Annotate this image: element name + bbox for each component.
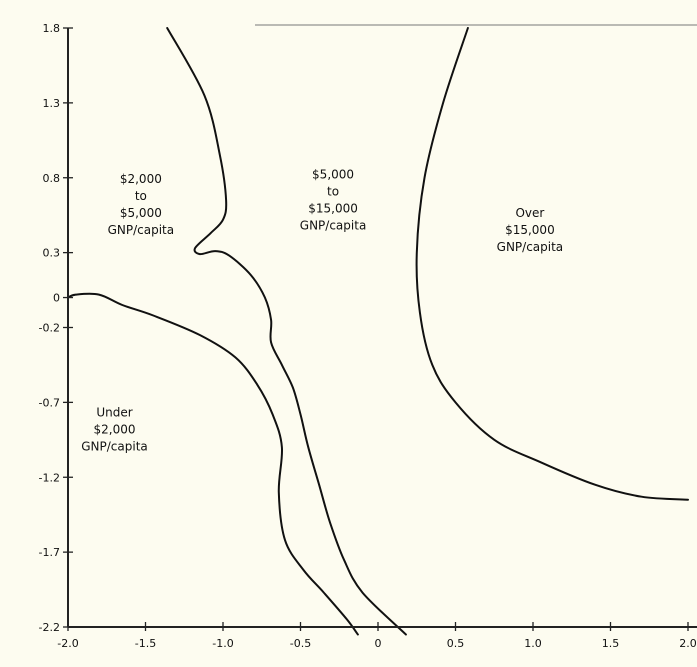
- y-tick-label: -0.7: [39, 396, 60, 409]
- y-tick-label: -2.2: [39, 621, 60, 634]
- region-label-line: GNP/capita: [300, 219, 367, 233]
- region-label-line: to: [327, 185, 339, 199]
- region-label-line: GNP/capita: [108, 223, 175, 237]
- x-tick-label: 0.5: [447, 637, 465, 650]
- y-tick-label: -1.2: [39, 471, 60, 484]
- x-tick-label: 1.0: [524, 637, 542, 650]
- region-label-line: $2,000: [120, 172, 162, 186]
- region-label-line: $5,000: [312, 168, 354, 182]
- x-tick-label: 1.5: [602, 637, 620, 650]
- region-label-line: $15,000: [505, 223, 555, 237]
- region-label-line: GNP/capita: [497, 240, 564, 254]
- y-tick-label: -1.7: [39, 546, 60, 559]
- boundary-lines: [67, 27, 689, 636]
- x-tick-label: -1.0: [212, 637, 233, 650]
- y-tick-label: 0.8: [43, 172, 61, 185]
- x-ticks: -2.0 -1.5 -1.0 -0.5 0 0.5 1.0 1.5 2.0: [57, 622, 697, 650]
- y-tick-label: -0.2: [39, 322, 60, 335]
- x-tick-label: -2.0: [57, 637, 78, 650]
- boundary-line-2: [67, 292, 359, 636]
- x-tick-label: 2.0: [679, 637, 697, 650]
- y-tick-label: 1.3: [43, 97, 61, 110]
- y-tick-label: 0: [53, 292, 60, 305]
- region-label-line: Over: [515, 206, 544, 220]
- region-label-line: to: [135, 189, 147, 203]
- region-label-line: $15,000: [308, 202, 358, 216]
- axes: [67, 24, 697, 628]
- y-tick-label: 0.3: [43, 247, 61, 260]
- x-tick-label: -0.5: [290, 637, 311, 650]
- region-labels: $2,000 to $5,000 GNP/capita $5,000 to $15,000 G…: [81, 168, 563, 454]
- region-label-line: $5,000: [120, 206, 162, 220]
- region-label-line: $2,000: [94, 422, 136, 436]
- boundary-line-1: [166, 27, 407, 636]
- region-label-line: GNP/capita: [81, 439, 148, 453]
- boundary-line-3: [415, 27, 689, 501]
- y-tick-label: 1.8: [43, 22, 61, 35]
- region-label-line: Under: [96, 405, 132, 419]
- x-tick-label: 0: [375, 637, 382, 650]
- x-tick-label: -1.5: [135, 637, 156, 650]
- y-ticks: 1.8 1.3 0.8 0.3 0 -0.2 -0.7 -1.2 -1.7 -2.2: [39, 22, 73, 634]
